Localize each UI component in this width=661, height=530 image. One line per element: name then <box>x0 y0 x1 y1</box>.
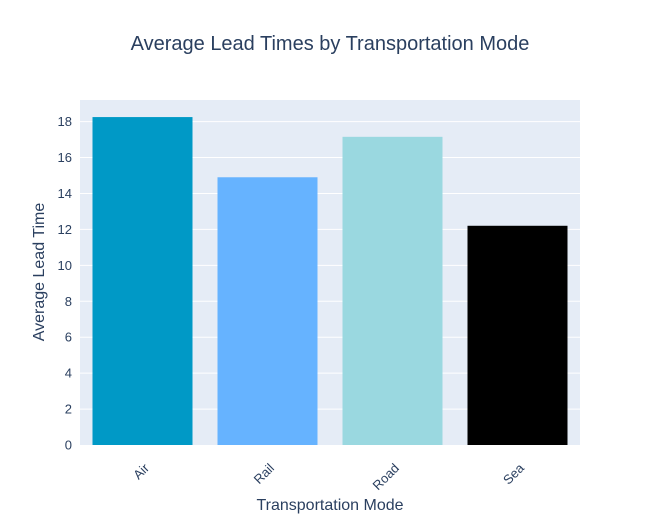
y-tick-label: 10 <box>58 258 72 273</box>
y-tick-label: 0 <box>65 438 72 453</box>
x-tick-label: Rail <box>251 460 278 487</box>
x-tick-label: Road <box>369 460 402 493</box>
bar-road[interactable] <box>342 136 443 445</box>
y-tick-label: 4 <box>65 366 72 381</box>
x-tick-label: Air <box>130 460 152 482</box>
y-tick-label: 6 <box>65 330 72 345</box>
y-tick-label: 12 <box>58 222 72 237</box>
x-tick-label: Sea <box>500 460 528 488</box>
bar-rail[interactable] <box>217 177 318 445</box>
bar-sea[interactable] <box>467 225 568 445</box>
x-axis-title: Transportation Mode <box>256 497 403 514</box>
bar-air[interactable] <box>92 117 193 445</box>
y-axis-ticks: 0 2 4 6 8 10 12 14 16 18 <box>58 114 72 452</box>
chart-title: Average Lead Times by Transportation Mod… <box>131 33 530 55</box>
y-tick-label: 8 <box>65 294 72 309</box>
x-axis-ticks: Air Rail Road Sea <box>130 460 527 493</box>
y-tick-label: 2 <box>65 402 72 417</box>
y-tick-label: 16 <box>58 150 72 165</box>
y-axis-title: Average Lead Time <box>31 203 48 342</box>
y-tick-label: 18 <box>58 114 72 129</box>
bars <box>92 117 568 445</box>
y-tick-label: 14 <box>58 186 72 201</box>
